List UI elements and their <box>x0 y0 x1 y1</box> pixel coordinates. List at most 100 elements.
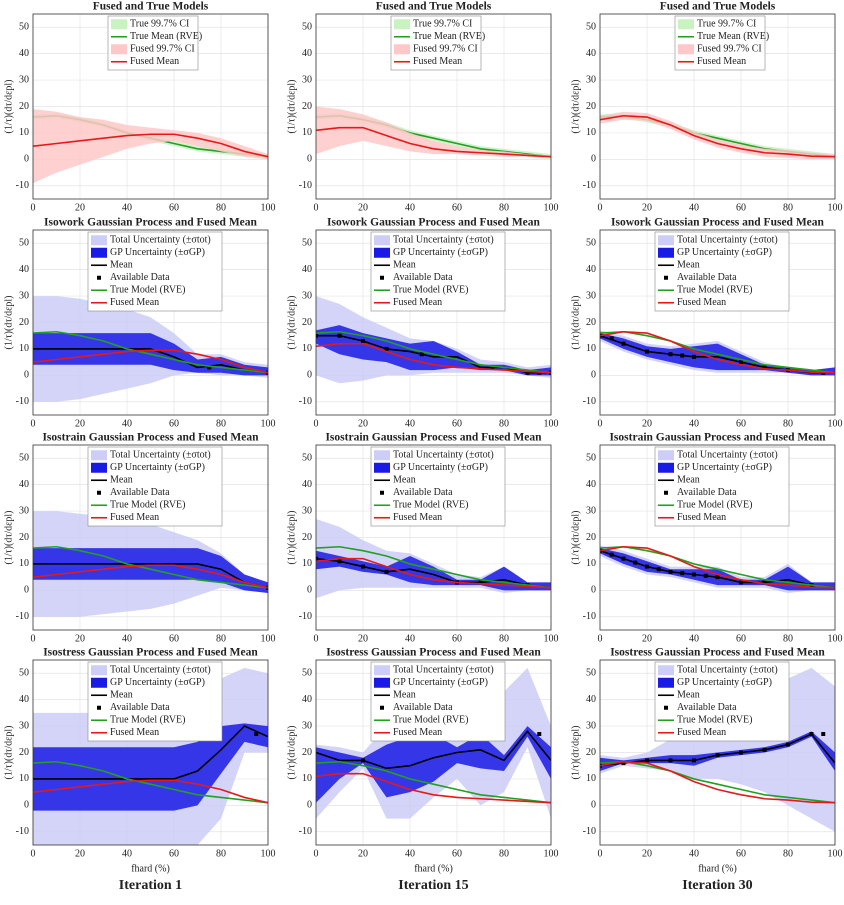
x-tick-label: 20 <box>358 418 368 429</box>
legend-box <box>370 231 506 312</box>
y-tick-label: 20 <box>302 317 312 328</box>
y-tick-label: 0 <box>24 585 29 596</box>
legend-label: Mean <box>393 475 416 486</box>
y-tick-label: -10 <box>299 826 312 837</box>
x-tick-label: 40 <box>122 848 132 859</box>
line <box>600 330 835 374</box>
y-tick-label: 20 <box>19 532 29 543</box>
y-tick-label: 20 <box>586 101 596 112</box>
data-point <box>525 370 530 375</box>
legend-label: Total Uncertainty (±σtot) <box>393 665 494 676</box>
legend-swatch <box>91 235 107 246</box>
y-axis-label: (1/τ)(dτ/dεpl) <box>570 726 581 780</box>
y-axis-label: (1/τ)(dτ/dεpl) <box>286 296 297 350</box>
y-tick-label: -10 <box>299 611 312 622</box>
y-tick-label: 40 <box>302 264 312 275</box>
axes-box <box>315 229 552 416</box>
legend-box <box>87 446 223 527</box>
legend-label: Fused Mean <box>110 297 159 308</box>
line <box>33 779 268 804</box>
x-tick-label: 40 <box>689 418 699 429</box>
legend-label: GP Uncertainty (±σGP) <box>393 247 488 258</box>
legend-label: Total Uncertainty (±σtot) <box>393 450 494 461</box>
legend-label: Fused Mean <box>110 512 159 523</box>
x-tick-label: 40 <box>122 418 132 429</box>
y-tick-label: 10 <box>586 773 596 784</box>
legend-label: True Model (RVE) <box>393 500 469 511</box>
line <box>316 772 551 804</box>
y-tick-label: 30 <box>586 720 596 731</box>
legend-label: GP Uncertainty (±σGP) <box>110 677 205 688</box>
y-axis-label: (1/τ)(dτ/dεpl) <box>570 511 581 565</box>
legend-label: Fused Mean <box>677 727 726 738</box>
x-tick-label: 60 <box>452 202 462 213</box>
x-tick-label: 80 <box>216 202 226 213</box>
y-axis-label: (1/τ)(dτ/dεpl) <box>3 80 14 134</box>
data-point <box>692 758 696 763</box>
legend-box <box>370 661 506 742</box>
x-tick-label: 40 <box>405 202 415 213</box>
y-tick-label: 0 <box>591 370 596 381</box>
y-tick-label: 30 <box>586 290 596 301</box>
legend-label: Available Data <box>393 487 453 498</box>
x-tick-label: 20 <box>75 848 85 859</box>
plot-data <box>316 106 551 160</box>
y-tick-label: 20 <box>19 101 29 112</box>
data-point <box>645 349 649 354</box>
x-axis-label: fhard (%) <box>414 863 453 874</box>
legend-label: GP Uncertainty (±σGP) <box>393 677 488 688</box>
plot-data <box>600 330 835 376</box>
y-tick-label: -10 <box>16 396 29 407</box>
legend-label: True 99.7% CI <box>697 19 756 30</box>
y-tick-label: 20 <box>19 317 29 328</box>
y-tick-label: 20 <box>302 532 312 543</box>
chart-title: Isostrain Gaussian Process and Fused Mea… <box>325 432 542 444</box>
legend-label: True Mean (RVE) <box>130 31 202 42</box>
legend-label: True Model (RVE) <box>677 715 753 726</box>
legend-label: Total Uncertainty (±σtot) <box>677 450 778 461</box>
legend-label: Mean <box>393 260 416 271</box>
y-tick-label: 40 <box>19 479 29 490</box>
axes-box <box>599 659 836 846</box>
y-tick-label: -10 <box>16 826 29 837</box>
y-tick-label: 30 <box>302 505 312 516</box>
legend-swatch <box>374 665 390 676</box>
legend-label: Fused Mean <box>393 512 442 523</box>
y-tick-label: 10 <box>302 773 312 784</box>
legend-label: True Model (RVE) <box>110 715 186 726</box>
x-tick-label: 100 <box>828 633 843 644</box>
x-tick-label: 80 <box>216 633 226 644</box>
uncertainty-band <box>316 106 551 159</box>
line <box>316 760 551 804</box>
legend-label: Total Uncertainty (±σtot) <box>393 235 494 246</box>
line <box>33 564 268 589</box>
axes-box <box>599 444 836 631</box>
x-tick-label: 0 <box>314 202 319 213</box>
x-tick-label: 60 <box>736 633 746 644</box>
data-point <box>384 569 389 574</box>
chart-title: Fused and True Models <box>93 1 209 13</box>
y-tick-label: 0 <box>307 370 312 381</box>
y-tick-label: -10 <box>583 180 596 191</box>
y-tick-label: 50 <box>19 453 29 464</box>
legend-label: Mean <box>110 260 133 271</box>
x-tick-label: 60 <box>169 633 179 644</box>
x-axis-label: fhard (%) <box>698 863 737 874</box>
chart-title: Isostress Gaussian Process and Fused Mea… <box>43 647 258 659</box>
legend-label: Fused Mean <box>110 727 159 738</box>
legend-swatch <box>374 677 390 688</box>
y-axis-label: (1/τ)(dτ/dεpl) <box>286 726 297 780</box>
x-tick-label: 0 <box>598 848 603 859</box>
y-tick-label: 30 <box>19 74 29 85</box>
legend-label: GP Uncertainty (±σGP) <box>677 462 772 473</box>
line <box>316 730 551 770</box>
uncertainty-band <box>316 296 551 384</box>
legend-label: Fused 99.7% CI <box>697 44 762 55</box>
line <box>33 545 268 589</box>
line <box>316 545 551 589</box>
legend-label: Mean <box>677 690 700 701</box>
